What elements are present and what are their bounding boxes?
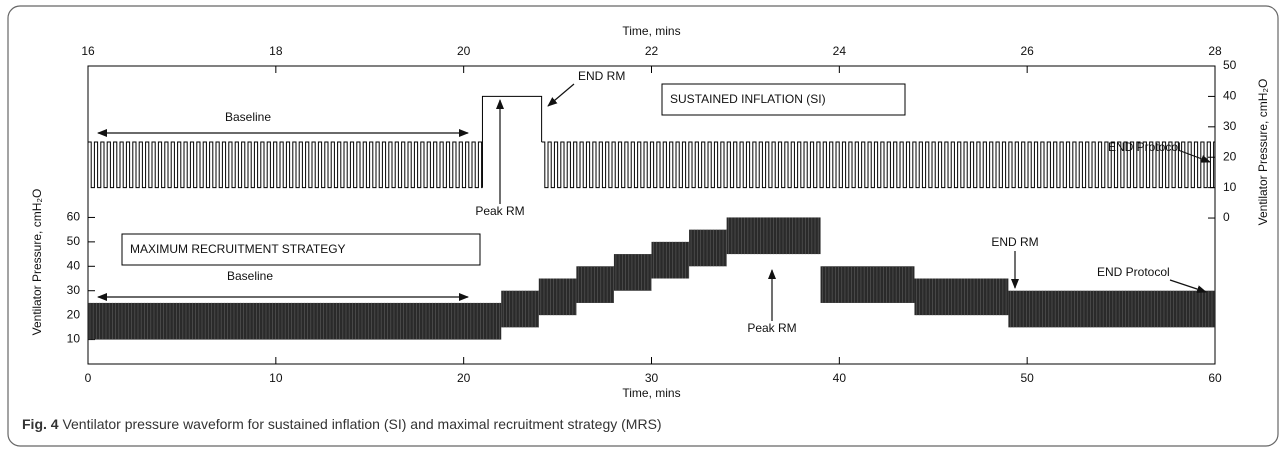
x-tick-label: 18 — [269, 44, 283, 58]
x-tick-label: 30 — [645, 371, 659, 385]
x-axis-title: Time, mins — [622, 24, 680, 38]
annotation: Peak RM — [747, 321, 796, 335]
waveform-segment — [88, 141, 483, 189]
annotation: END Protocol — [1097, 265, 1170, 279]
caption-text: Ventilator pressure waveform for sustain… — [62, 416, 661, 432]
annotation-box — [661, 83, 906, 116]
annotation-arrow — [547, 83, 575, 107]
y-tick-label: 0 — [1223, 210, 1230, 224]
band-texture — [578, 266, 614, 303]
caption: Fig. 4 Ventilator pressure waveform for … — [22, 416, 662, 432]
y-tick-label: 30 — [67, 283, 81, 297]
x-tick-label: 16 — [81, 44, 95, 58]
annotation: Peak RM — [475, 204, 524, 218]
y-axis-title: Ventilator Pressure, cmH₂O — [30, 189, 44, 336]
annotation: END RM — [991, 235, 1038, 249]
y-tick-label: 20 — [1223, 149, 1237, 163]
band-texture — [540, 278, 577, 316]
x-tick-label: 60 — [1208, 371, 1222, 385]
annotation: Baseline — [225, 110, 271, 124]
band-texture — [653, 241, 690, 279]
annotation-arrow — [1177, 149, 1211, 163]
band-segment — [538, 278, 577, 316]
band-segment — [651, 241, 690, 279]
band-segment — [1008, 290, 1215, 328]
annotation: Baseline — [227, 269, 273, 283]
waveform-segment — [481, 95, 543, 188]
band-texture — [1010, 290, 1213, 328]
band-texture — [728, 217, 819, 255]
annotation: END RM — [578, 69, 625, 83]
band-texture — [502, 290, 539, 328]
figure-border — [7, 5, 1279, 447]
y-tick-label: 20 — [67, 307, 81, 321]
band-segment — [613, 254, 652, 291]
band-texture — [89, 302, 500, 340]
y-tick-label: 40 — [67, 258, 81, 272]
annotation-box — [121, 233, 481, 266]
x-tick-label: 28 — [1208, 44, 1222, 58]
annotation: SUSTAINED INFLATION (SI) — [670, 92, 826, 106]
x-tick-label: 22 — [645, 44, 659, 58]
x-tick-label: 10 — [269, 371, 283, 385]
band-texture — [615, 254, 652, 291]
y-tick-label: 60 — [67, 210, 81, 224]
band-segment — [501, 290, 539, 328]
x-tick-label: 0 — [85, 371, 92, 385]
y-tick-label: 10 — [67, 332, 81, 346]
y-axis-title: Ventilator Pressure, cmH₂O — [1256, 79, 1270, 226]
x-tick-label: 50 — [1020, 371, 1034, 385]
y-tick-label: 50 — [1223, 58, 1237, 72]
x-tick-label: 20 — [457, 44, 471, 58]
x-tick-label: 24 — [833, 44, 847, 58]
waveform-segment — [541, 141, 1215, 189]
x-tick-label: 26 — [1020, 44, 1034, 58]
y-tick-label: 50 — [67, 234, 81, 248]
band-texture — [690, 229, 727, 267]
caption-label: Fig. 4 — [22, 416, 59, 432]
band-segment — [576, 266, 614, 303]
y-tick-label: 40 — [1223, 89, 1237, 103]
x-tick-label: 40 — [833, 371, 847, 385]
annotation-arrow — [1169, 279, 1207, 293]
band-texture — [916, 278, 1007, 316]
x-axis-title: Time, mins — [622, 386, 680, 400]
band-texture — [822, 266, 913, 303]
band-segment — [689, 229, 727, 267]
x-tick-label: 20 — [457, 371, 471, 385]
annotation: END Protocol — [1108, 140, 1181, 154]
y-tick-label: 10 — [1223, 180, 1237, 194]
annotation: MAXIMUM RECRUITMENT STRATEGY — [130, 242, 346, 256]
y-tick-label: 30 — [1223, 119, 1237, 133]
